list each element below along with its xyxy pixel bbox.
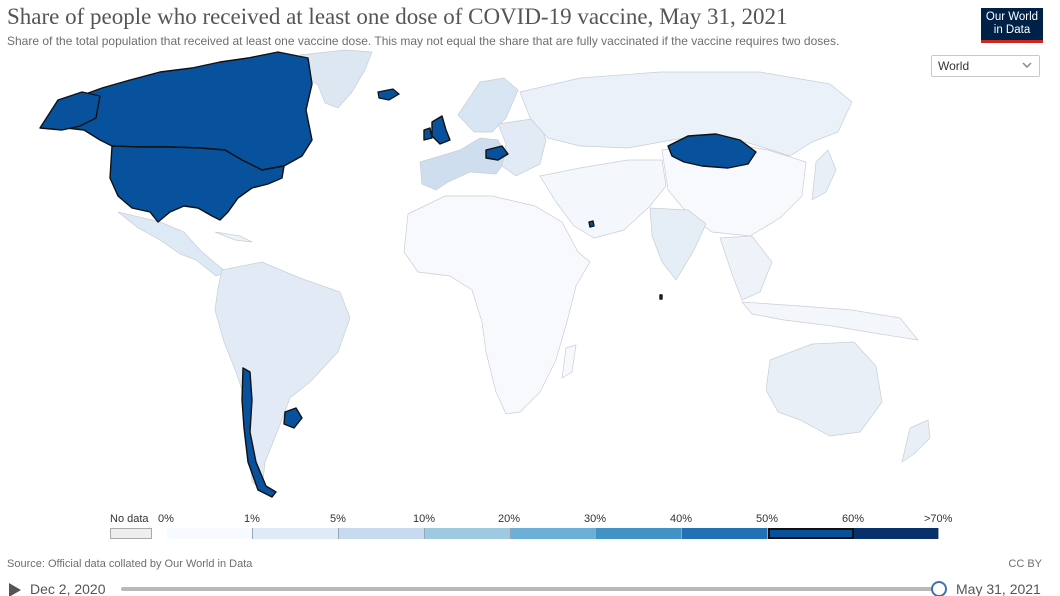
country-iceland <box>377 88 401 101</box>
logo-line-1: Our World <box>985 11 1039 23</box>
country-russia <box>519 71 853 157</box>
legend-tick: 60% <box>842 513 865 525</box>
legend-bin-1-5[interactable] <box>253 528 339 539</box>
country-scandinavia <box>457 77 519 133</box>
region-select-value: World <box>938 59 970 73</box>
play-icon[interactable] <box>9 583 21 596</box>
legend-tick: 0% <box>158 513 174 525</box>
chart-subtitle: Share of the total population that recei… <box>7 34 840 48</box>
license-link[interactable]: CC BY <box>1008 558 1042 570</box>
legend-tick: 20% <box>498 513 521 525</box>
country-middle-east <box>539 159 667 239</box>
legend-tick: 30% <box>584 513 607 525</box>
country-india <box>649 207 707 281</box>
timeline-end-date: May 31, 2021 <box>956 581 1041 596</box>
legend-no-data-label: No data <box>110 513 149 525</box>
timeline-start-date: Dec 2, 2020 <box>30 581 106 596</box>
country-western-europe <box>419 137 509 191</box>
legend-bin-30-40[interactable] <box>596 528 682 539</box>
chevron-down-icon <box>1022 62 1032 69</box>
legend-bin-50-60[interactable] <box>768 528 854 539</box>
timeline-track[interactable] <box>121 587 936 591</box>
owid-logo[interactable]: Our World in Data <box>981 8 1043 43</box>
region-select[interactable]: World <box>931 55 1040 77</box>
logo-line-2: in Data <box>993 24 1031 36</box>
country-japan <box>811 149 837 201</box>
legend-tick: 40% <box>670 513 693 525</box>
country-indonesia <box>741 301 919 341</box>
country-alaska <box>39 91 101 131</box>
timeline-handle[interactable] <box>931 581 947 596</box>
country-usa <box>109 145 285 223</box>
country-ireland <box>423 127 433 141</box>
country-chile <box>241 367 277 498</box>
country-mongolia <box>667 133 757 169</box>
country-madagascar <box>561 344 577 379</box>
country-maldives <box>659 294 663 300</box>
legend-bin-60-70[interactable] <box>854 528 939 539</box>
legend-tick: >70% <box>924 513 953 525</box>
chart-title: Share of people who received at least on… <box>7 4 788 29</box>
world-map[interactable] <box>0 48 1060 498</box>
map-legend: No data 0% 1% 5% 10% 20% 30% 40% 50% 60%… <box>0 508 1060 542</box>
legend-tick: 50% <box>756 513 779 525</box>
legend-no-data-swatch <box>110 528 152 539</box>
country-new-zealand <box>901 419 931 463</box>
legend-bin-0-1[interactable] <box>167 528 253 539</box>
country-uruguay <box>283 407 303 429</box>
legend-bin-20-30[interactable] <box>511 528 596 539</box>
country-south-america <box>214 261 351 491</box>
country-uk <box>431 115 451 145</box>
legend-bin-40-50[interactable] <box>682 528 768 539</box>
country-hungary <box>485 145 509 161</box>
legend-tick: 5% <box>330 513 346 525</box>
country-southeast-asia <box>719 235 773 301</box>
country-cuba <box>214 231 253 243</box>
legend-tick: 10% <box>413 513 436 525</box>
legend-tick: 1% <box>244 513 260 525</box>
timeline: Dec 2, 2020 May 31, 2021 <box>0 578 1060 596</box>
country-mexico <box>117 211 227 277</box>
country-australia <box>765 341 883 437</box>
country-bahrain <box>588 220 595 228</box>
legend-bin-10-20[interactable] <box>425 528 511 539</box>
source-note: Source: Official data collated by Our Wo… <box>7 558 253 570</box>
legend-bin-5-10[interactable] <box>339 528 425 539</box>
country-africa <box>403 195 591 415</box>
